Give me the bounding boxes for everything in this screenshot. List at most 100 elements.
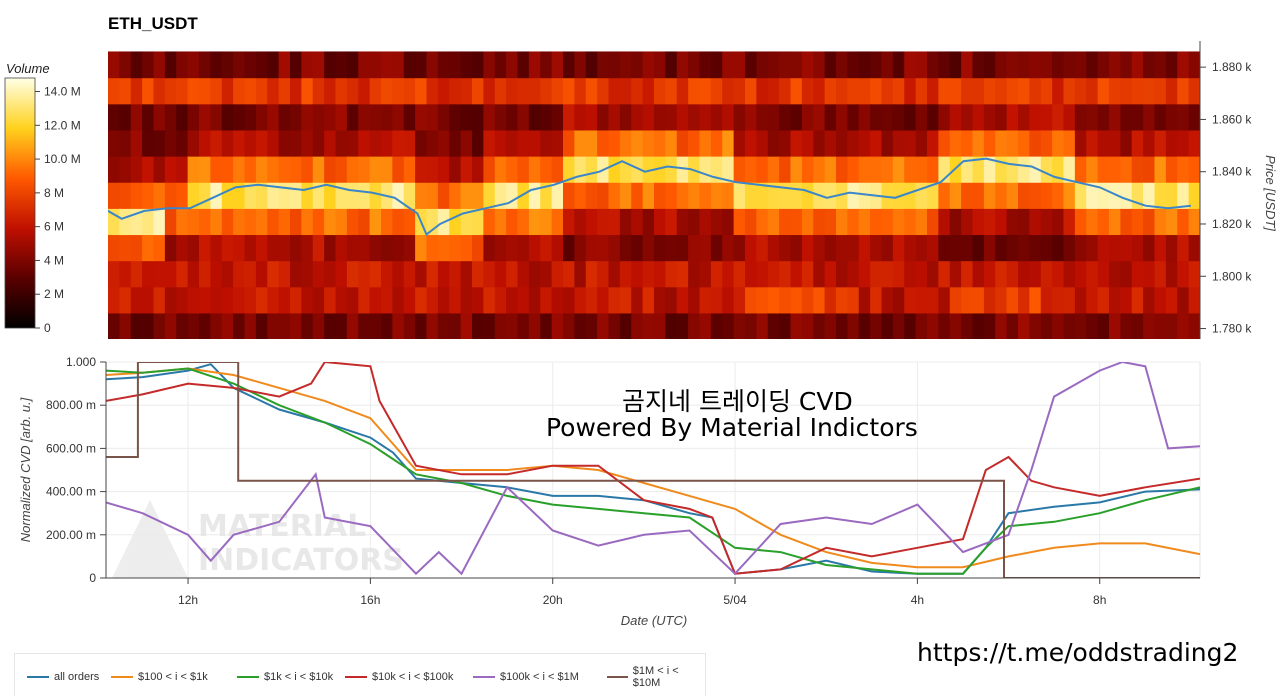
heatmap-cell [722,103,735,131]
heatmap-cell [1109,129,1121,157]
heatmap-cell [904,208,917,236]
heatmap-cell [494,103,507,131]
heatmap-cell [494,234,507,262]
legend-item[interactable]: $1k < i < $10k [237,670,333,684]
heatmap-cell [278,312,291,339]
legend-item[interactable]: $1M < i < $10M [607,665,705,689]
heatmap-cell [1188,260,1200,288]
heatmap-cell [722,77,735,105]
heatmap-cell [255,182,268,209]
heatmap-cell [733,260,746,288]
heatmap-cell [745,260,757,288]
heatmap-cell [870,51,883,79]
heatmap-cell [472,260,484,288]
heatmap-cell [290,182,302,209]
heatmap-cell [255,129,268,157]
heatmap-cell [1131,260,1144,288]
heatmap-cell [756,260,769,288]
heatmap-cell [392,286,405,314]
heatmap-cell [745,312,757,339]
heatmap-cell [130,182,143,209]
heatmap-cell [1097,103,1110,131]
heatmap-cell [176,312,189,339]
heatmap-cell [449,312,462,339]
heatmap-cell [858,103,871,131]
heatmap-cell [1063,182,1076,209]
heatmap-cell [631,103,644,131]
telegram-link[interactable]: https://t.me/oddstrading2 [917,638,1239,667]
heatmap-cell [221,208,234,236]
heatmap-cell [199,208,211,236]
heatmap-cell [688,286,701,314]
heatmap-cell [983,260,996,288]
heatmap-cell [142,260,155,288]
heatmap-cell [1086,286,1099,314]
heatmap-cell [358,286,371,314]
heatmap-cell [1097,208,1110,236]
heatmap-cell [654,103,666,131]
legend-item[interactable]: $10k < i < $100k [345,670,453,684]
heatmap-cell [1029,129,1042,157]
heatmap-cell [494,156,507,183]
heatmap-cell [312,312,325,339]
heatmap-cell [665,182,678,209]
heatmap-cell [642,312,655,339]
heatmap-cell [1074,234,1087,262]
heatmap-cell [437,260,450,288]
heatmap-cell [460,260,473,288]
heatmap-cell [745,77,757,105]
heatmap-cell [619,51,632,79]
heatmap-cell [733,129,746,157]
heatmap-cell [1052,234,1065,262]
heatmap-cell [506,129,519,157]
heatmap-cell [676,51,689,79]
heatmap-cell [904,312,917,339]
heatmap-cell [995,260,1008,288]
heatmap-cell [108,129,120,157]
heatmap-cell [858,260,871,288]
heatmap-cell [1040,260,1053,288]
heatmap-cell [756,182,769,209]
colorbar-ticks: 0 2 M 4 M 6 M 8 M 10.0 M 12.0 M 14.0 M [35,85,81,335]
heatmap-cell [938,208,951,236]
heatmap-cell [1029,77,1042,105]
heatmap-cell [574,312,587,339]
legend-item[interactable]: all orders [27,670,99,684]
heatmap-cell [710,286,723,314]
heatmap-cell [210,51,223,79]
heatmap-cell [1018,208,1030,236]
legend-item[interactable]: $100 < i < $1k [111,670,208,684]
heatmap-cell [801,182,814,209]
heatmap-cell [597,51,610,79]
heatmap-cell [1120,234,1133,262]
heatmap-cell [164,286,177,314]
cvd-series-line-usd-100k-1m [106,362,1200,576]
heatmap-cell [688,51,701,79]
heatmap-cell [938,286,951,314]
heatmap-cell [358,77,371,105]
heatmap-cell [836,312,848,339]
heatmap-cell [972,234,985,262]
heatmap-cell [108,156,120,183]
heatmap-cell [335,286,348,314]
heatmap-cell [426,312,439,339]
heatmap-cell [767,51,780,79]
heatmap-cell [836,182,848,209]
heatmap-cell [267,77,280,105]
heatmap-cell [528,103,541,131]
heatmap-cell [233,77,246,105]
heatmap-cell [301,77,314,105]
heatmap-cell [483,312,496,339]
heatmap-cell [608,312,621,339]
heatmap-cell [836,260,848,288]
heatmap-cell [1177,129,1190,157]
heatmap-cell [938,260,951,288]
legend-item[interactable]: $100k < i < $1M [473,670,579,684]
heatmap-cell [1154,156,1167,183]
heatmap-cell [312,286,325,314]
heatmap-cell [460,182,473,209]
heatmap-cell [551,103,564,131]
heatmap-cell [790,234,803,262]
heatmap-cell [801,77,814,105]
